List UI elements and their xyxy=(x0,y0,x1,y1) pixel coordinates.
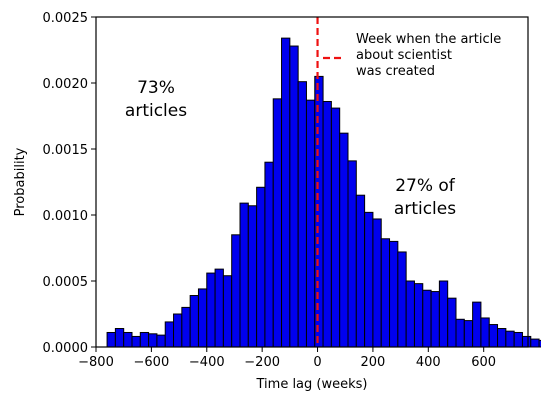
histogram-bar xyxy=(289,45,299,348)
histogram-bar xyxy=(480,317,490,348)
histogram-bar xyxy=(413,283,424,348)
x-tick-label: 200 xyxy=(361,355,386,370)
histogram-bar xyxy=(538,339,541,348)
x-axis-label: Time lag (weeks) xyxy=(256,377,368,392)
histogram-bar xyxy=(505,330,515,348)
histogram-bar xyxy=(173,313,183,348)
histogram-bar xyxy=(521,335,532,348)
plot-frame xyxy=(95,16,529,348)
histogram-bar xyxy=(463,320,474,348)
histogram-bar xyxy=(272,98,283,348)
y-tick-label: 0.0005 xyxy=(43,275,89,290)
x-tick-label: −600 xyxy=(134,355,170,370)
histogram-bar xyxy=(530,338,540,348)
x-tick-label: 600 xyxy=(471,355,496,370)
x-tick-label: 0 xyxy=(313,355,321,370)
histogram-bar xyxy=(405,280,415,348)
x-axis-ticks: −800 −600 −400 −200 0 200 400 600 xyxy=(78,347,496,370)
histogram-bar xyxy=(264,161,274,348)
histogram-bar xyxy=(148,333,158,348)
histogram-bar xyxy=(305,99,316,348)
histogram-bar xyxy=(447,297,457,348)
y-tick-label: 0.0010 xyxy=(43,209,89,224)
histogram-bar xyxy=(123,331,133,348)
x-tick-label: −200 xyxy=(244,355,280,370)
histogram-bar xyxy=(189,295,199,348)
histogram-bar xyxy=(114,328,125,348)
histogram-bar xyxy=(222,275,233,348)
histogram-bar xyxy=(156,334,166,348)
histogram-bars xyxy=(106,37,541,348)
histogram-bar xyxy=(347,160,357,348)
histogram-bar xyxy=(131,335,141,348)
histogram-bar xyxy=(488,324,499,348)
histogram-bar xyxy=(497,328,507,348)
histogram-bar xyxy=(364,211,374,348)
annotation-right: 27% of articles xyxy=(394,176,456,219)
histogram-bar xyxy=(197,288,208,348)
histogram-bar xyxy=(239,202,249,348)
histogram-bar xyxy=(214,268,224,348)
histogram-bar xyxy=(106,331,116,348)
histogram-bar xyxy=(422,289,432,348)
histogram-bar xyxy=(472,301,482,348)
histogram-bar xyxy=(372,218,382,348)
histogram-bar xyxy=(355,194,366,348)
histogram-bar xyxy=(330,107,341,348)
histogram-bar xyxy=(455,318,465,348)
histogram-bar xyxy=(231,234,241,348)
annotation-left: 73% articles xyxy=(125,78,187,121)
x-tick-label: 400 xyxy=(416,355,441,370)
histogram-bar xyxy=(513,331,523,348)
y-axis-ticks: 0.0000 0.0005 0.0010 0.0015 0.0020 0.0025 xyxy=(43,11,96,356)
histogram-bar xyxy=(206,272,216,348)
histogram-bar xyxy=(438,280,449,348)
x-tick-label: −400 xyxy=(189,355,225,370)
histogram-bar xyxy=(256,186,266,348)
histogram-bar xyxy=(322,100,332,348)
histogram-bar xyxy=(339,132,349,348)
histogram-bar xyxy=(247,205,258,348)
y-tick-label: 0.0025 xyxy=(43,11,89,26)
histogram-bar xyxy=(164,321,175,348)
histogram-bar xyxy=(139,331,150,348)
x-tick-label: −800 xyxy=(78,355,114,370)
histogram-bar xyxy=(281,37,291,348)
histogram-bar xyxy=(314,75,324,348)
legend-label: Week when the article about scientist was … xyxy=(356,32,501,79)
histogram-bar xyxy=(181,306,191,348)
histogram-bar xyxy=(430,291,440,348)
y-tick-label: 0.0000 xyxy=(43,341,89,356)
histogram-bar xyxy=(380,238,391,348)
histogram-bar xyxy=(397,251,407,348)
y-axis-label: Probability xyxy=(13,147,28,216)
histogram-bar xyxy=(389,240,399,348)
y-tick-label: 0.0015 xyxy=(43,143,89,158)
histogram-bar xyxy=(297,81,307,348)
legend: Week when the article about scientist was … xyxy=(323,32,501,79)
y-tick-label: 0.0020 xyxy=(43,77,89,92)
